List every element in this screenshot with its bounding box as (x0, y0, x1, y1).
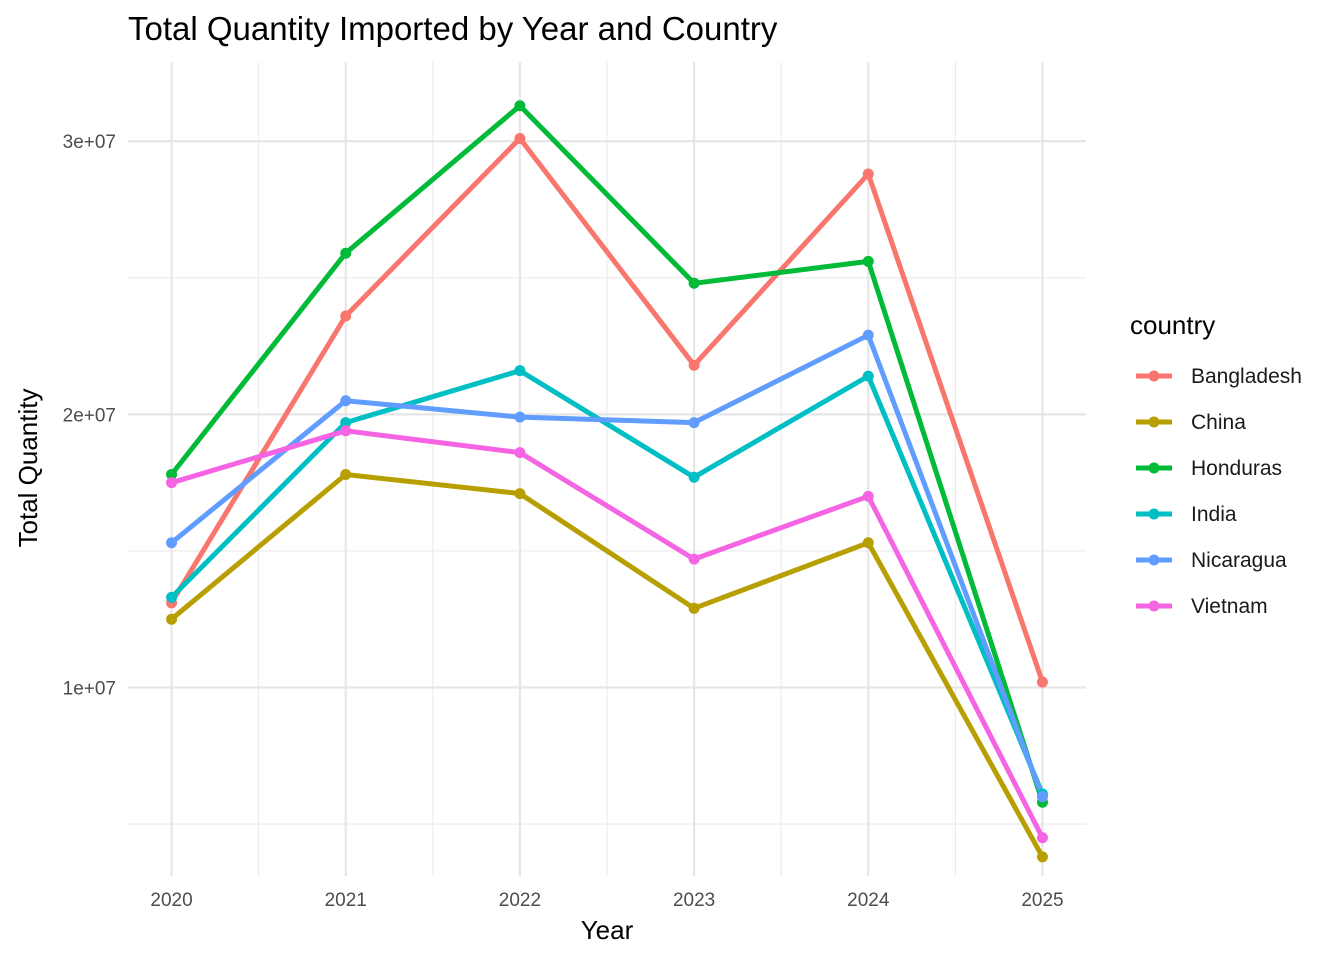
data-point-vietnam (166, 477, 178, 489)
y-axis-title: Total Quantity (13, 389, 43, 548)
data-point-bangladesh (1036, 676, 1048, 688)
legend-label-china: China (1191, 411, 1246, 434)
data-point-nicaragua (688, 417, 700, 429)
legend-label-nicaragua: Nicaragua (1191, 549, 1287, 572)
data-point-honduras (514, 100, 526, 112)
x-tick-label: 2025 (1021, 890, 1063, 911)
x-tick-label: 2022 (499, 890, 541, 911)
data-point-honduras (688, 277, 700, 289)
chart-title: Total Quantity Imported by Year and Coun… (128, 10, 778, 47)
data-point-nicaragua (862, 329, 874, 341)
data-point-nicaragua (1036, 791, 1048, 803)
legend-key-point (1148, 462, 1160, 474)
x-tick-label: 2021 (325, 890, 367, 911)
legend-label-india: India (1191, 503, 1237, 526)
data-point-india (340, 417, 352, 429)
data-point-vietnam (688, 553, 700, 565)
data-point-bangladesh (862, 168, 874, 180)
x-tick-label: 2020 (150, 890, 192, 911)
series-line-vietnam (170, 428, 1045, 839)
y-tick-label: 3e+07 (63, 132, 116, 153)
legend-label-bangladesh: Bangladesh (1191, 365, 1302, 388)
data-point-vietnam (862, 490, 874, 502)
data-point-india (514, 365, 526, 377)
legend-key-point (1148, 600, 1160, 612)
data-point-china (688, 602, 700, 614)
legend-key-point (1148, 370, 1160, 382)
x-tick-label: 2024 (847, 890, 890, 911)
data-point-honduras (862, 255, 874, 267)
series-line-china (169, 472, 1045, 859)
grid (128, 62, 1086, 876)
legend: country Bangladesh China Honduras India Nica… (1130, 310, 1302, 618)
data-point-nicaragua (340, 395, 352, 407)
x-axis-ticks: 2020 2021 2022 2023 2024 2025 (150, 890, 1063, 911)
data-point-china (514, 488, 526, 500)
data-point-vietnam (1036, 832, 1048, 844)
data-point-bangladesh (340, 310, 352, 322)
legend-key-point (1148, 554, 1160, 566)
data-point-nicaragua (514, 411, 526, 423)
series-group (166, 100, 1048, 863)
legend-key-point (1148, 416, 1160, 428)
data-point-vietnam (514, 447, 526, 459)
data-point-india (166, 591, 178, 603)
series-line-bangladesh (169, 136, 1045, 683)
x-tick-label: 2023 (673, 890, 715, 911)
data-point-china (166, 613, 178, 625)
data-point-vietnam (340, 425, 352, 437)
legend-label-vietnam: Vietnam (1191, 595, 1268, 618)
legend-key-point (1148, 508, 1160, 520)
series-line-honduras (169, 103, 1045, 803)
data-point-china (340, 468, 352, 480)
legend-title: country (1130, 310, 1215, 340)
data-point-india (688, 471, 700, 483)
y-tick-label: 1e+07 (63, 679, 116, 700)
y-tick-label: 2e+07 (63, 405, 116, 426)
series-line-nicaragua (169, 332, 1045, 798)
data-point-china (862, 537, 874, 549)
x-axis-title: Year (581, 915, 634, 945)
legend-label-honduras: Honduras (1191, 457, 1282, 480)
data-point-bangladesh (688, 359, 700, 371)
y-axis-ticks: 1e+07 2e+07 3e+07 (63, 132, 116, 699)
data-point-nicaragua (166, 537, 178, 549)
series-line-india (169, 368, 1045, 796)
data-point-honduras (340, 247, 352, 259)
data-point-india (862, 370, 874, 382)
data-point-bangladesh (514, 132, 526, 144)
data-point-china (1036, 851, 1048, 863)
data-point-honduras (166, 468, 178, 480)
